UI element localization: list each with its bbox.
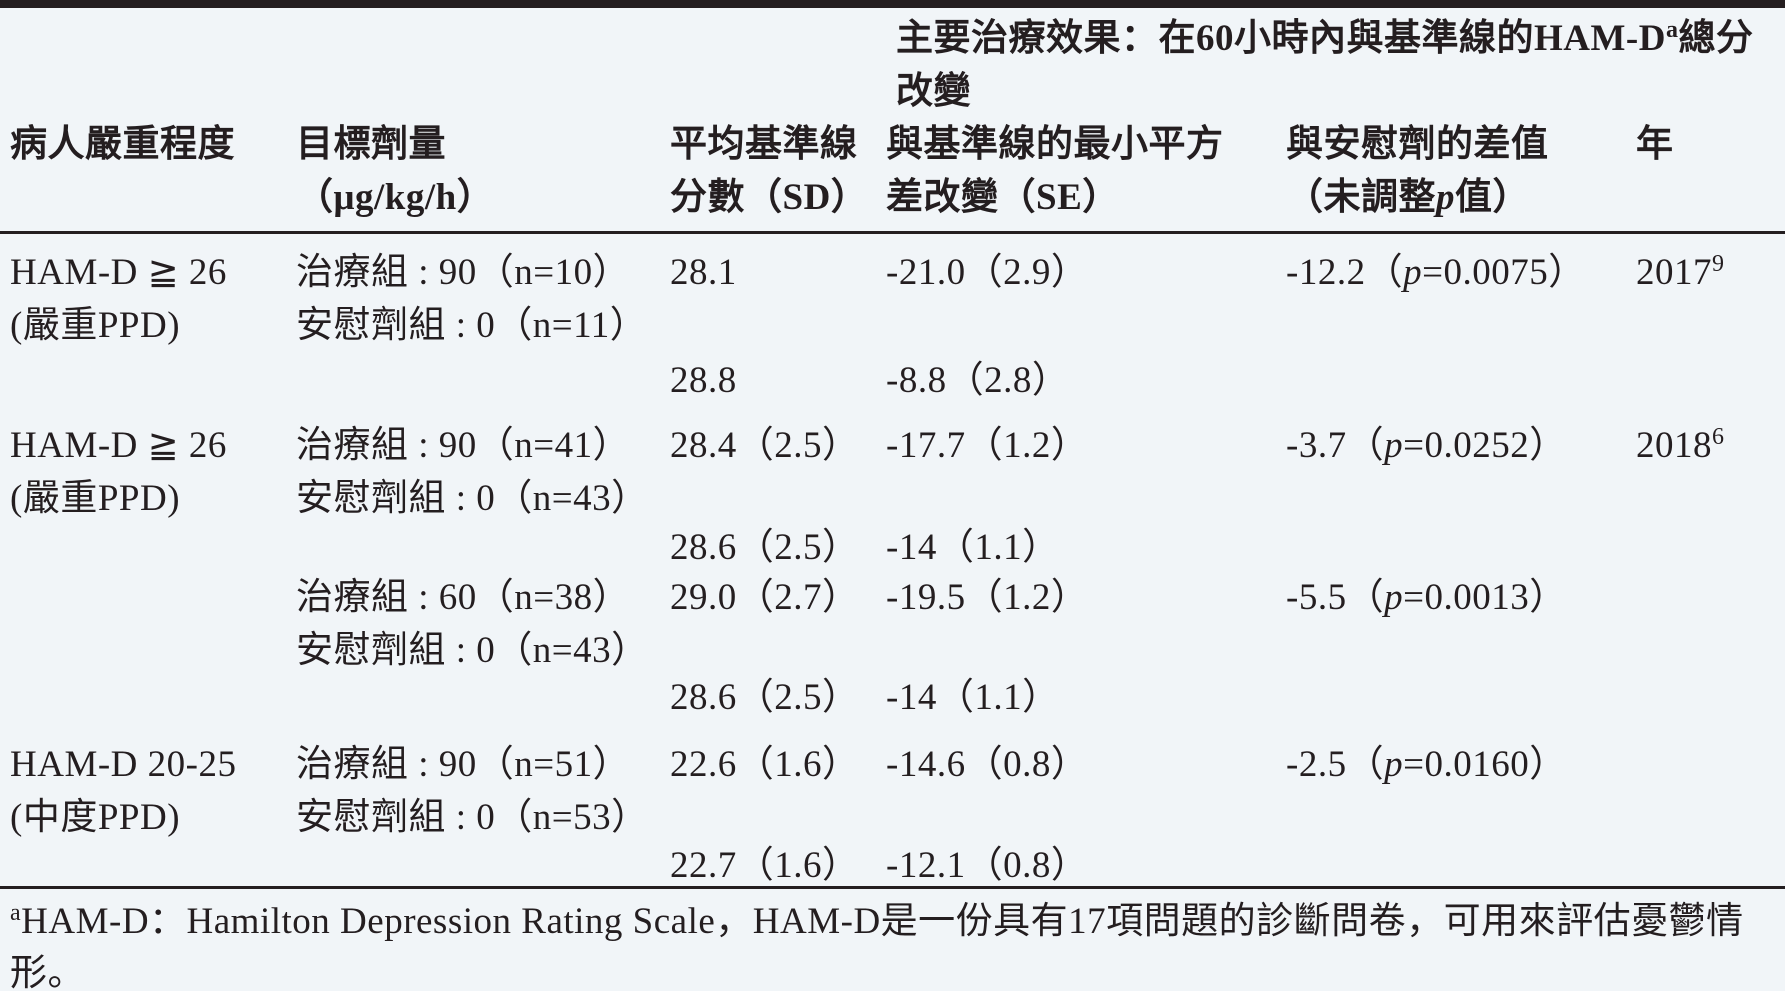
g2a-change-treatment: -17.7（1.2）: [886, 425, 1089, 466]
g2b-dose-placebo: 安慰劑組 : 0（n=43）: [296, 630, 649, 671]
diff-header-p-italic: p: [1436, 177, 1455, 218]
g2-year-reference: 6: [1712, 423, 1725, 450]
footnote-marker: a: [10, 899, 22, 926]
col-header-baseline-line2: 分數（SD）: [670, 177, 869, 218]
g2a-baseline-treatment: 28.4（2.5）: [670, 425, 860, 466]
g2b-baseline-treatment: 29.0（2.7）: [670, 577, 860, 618]
g1-severity-line2: (嚴重PPD): [10, 305, 181, 346]
col-header-change-line2: 差改變（SE）: [886, 177, 1120, 218]
g2a-diff-placebo: -3.7（p=0.0252）: [1286, 423, 1567, 469]
col-header-year: 年: [1636, 124, 1674, 165]
g3-baseline-treatment: 22.6（1.6）: [670, 744, 860, 785]
footer-rule: [0, 886, 1785, 889]
g2a-diff-value: -3.7（: [1286, 425, 1385, 466]
g1-dose-treatment: 治療組 : 90（n=10）: [296, 252, 631, 293]
g1-diff-p-italic: p: [1403, 252, 1423, 293]
g1-year-value: 2017: [1636, 252, 1712, 293]
g1-change-placebo: -8.8（2.8）: [886, 360, 1070, 401]
g2a-change-placebo: -14（1.1）: [886, 527, 1060, 568]
span-header-line2: 改變: [896, 71, 971, 112]
g2-year: 20186: [1636, 423, 1725, 469]
g3-severity-line2: (中度PPD): [10, 797, 181, 838]
g3-dose-placebo: 安慰劑組 : 0（n=53）: [296, 797, 649, 838]
col-header-diff-line2: （未調整p值）: [1286, 175, 1530, 221]
g2a-dose-placebo: 安慰劑組 : 0（n=43）: [296, 478, 649, 519]
g2-severity-line1: HAM-D ≧ 26: [10, 425, 227, 466]
g3-diff-p-italic: p: [1384, 744, 1404, 785]
diff-header-pre: （未調整: [1286, 177, 1436, 218]
g3-change-treatment: -14.6（0.8）: [886, 744, 1089, 785]
g3-diff-pvalue: =0.0160）: [1403, 744, 1567, 785]
g2b-diff-pvalue: =0.0013）: [1403, 577, 1567, 618]
g1-diff-value: -12.2（: [1286, 252, 1404, 293]
g3-change-placebo: -12.1（0.8）: [886, 845, 1089, 886]
footnote-text: HAM-D：Hamilton Depression Rating Scale，H…: [10, 901, 1744, 991]
span-header-text: 主要治療效果：在60小時內與基準線的HAM-D: [896, 18, 1666, 59]
g2a-baseline-placebo: 28.6（2.5）: [670, 527, 860, 568]
g2a-dose-treatment: 治療組 : 90（n=41）: [296, 425, 631, 466]
span-header-footnote-marker: a: [1665, 16, 1679, 43]
col-header-severity: 病人嚴重程度: [10, 124, 235, 165]
col-header-diff-line1: 與安慰劑的差值: [1286, 124, 1549, 165]
g1-year: 20179: [1636, 250, 1725, 296]
g3-dose-treatment: 治療組 : 90（n=51）: [296, 744, 631, 785]
g1-severity-line1: HAM-D ≧ 26: [10, 252, 227, 293]
g2a-diff-pvalue: =0.0252）: [1403, 425, 1567, 466]
g3-diff-value: -2.5（: [1286, 744, 1385, 785]
table-top-border: [0, 0, 1785, 8]
g3-severity-line1: HAM-D 20-25: [10, 744, 237, 785]
header-rule: [0, 231, 1785, 234]
col-header-baseline-line1: 平均基準線: [670, 124, 858, 165]
g1-diff-pvalue: =0.0075）: [1422, 252, 1586, 293]
g1-change-treatment: -21.0（2.9）: [886, 252, 1089, 293]
g1-dose-placebo: 安慰劑組 : 0（n=11）: [296, 305, 648, 346]
diff-header-post: 值）: [1455, 177, 1530, 218]
footnote: aHAM-D：Hamilton Depression Rating Scale，…: [10, 896, 1775, 991]
g2a-diff-p-italic: p: [1384, 425, 1404, 466]
g2b-diff-p-italic: p: [1384, 577, 1404, 618]
g3-diff-placebo: -2.5（p=0.0160）: [1286, 742, 1567, 788]
g2-year-value: 2018: [1636, 425, 1712, 466]
span-header-text-tail: 總分: [1678, 18, 1754, 59]
g1-year-reference: 9: [1712, 250, 1725, 277]
g2-severity-line2: (嚴重PPD): [10, 478, 181, 519]
g2b-dose-treatment: 治療組 : 60（n=38）: [296, 577, 631, 618]
span-header-line1: 主要治療效果：在60小時內與基準線的HAM-Da總分: [896, 16, 1753, 62]
g1-baseline-placebo: 28.8: [670, 360, 737, 401]
col-header-change-line1: 與基準線的最小平方: [886, 124, 1224, 165]
g1-baseline-treatment: 28.1: [670, 252, 737, 293]
g2b-baseline-placebo: 28.6（2.5）: [670, 677, 860, 718]
g2b-change-treatment: -19.5（1.2）: [886, 577, 1089, 618]
g2b-diff-placebo: -5.5（p=0.0013）: [1286, 575, 1567, 621]
col-header-dose-line1: 目標劑量: [296, 124, 446, 165]
col-header-dose-line2: （μg/kg/h）: [296, 177, 495, 218]
g3-baseline-placebo: 22.7（1.6）: [670, 845, 860, 886]
g2b-diff-value: -5.5（: [1286, 577, 1385, 618]
g2b-change-placebo: -14（1.1）: [886, 677, 1060, 718]
g1-diff-placebo: -12.2（p=0.0075）: [1286, 250, 1586, 296]
